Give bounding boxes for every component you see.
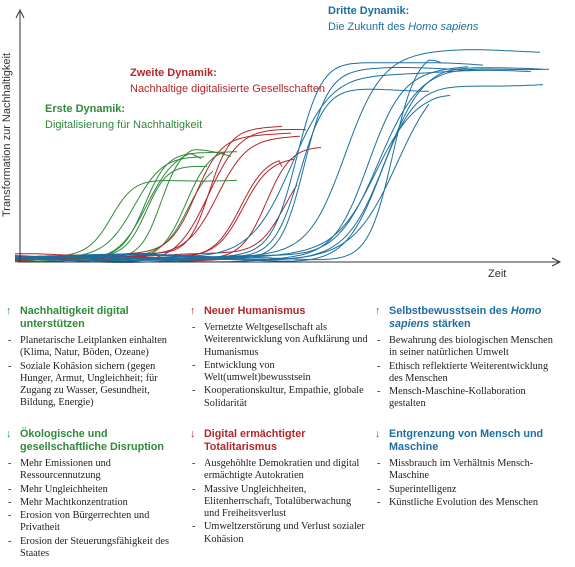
heading-text: Nachhaltigkeit digital unterstützen	[20, 305, 129, 330]
dynamic-title: Dritte Dynamik:	[328, 5, 409, 17]
arrow-icon: ↑	[375, 305, 381, 317]
curve	[14, 129, 307, 262]
curve	[15, 151, 238, 262]
arrow-icon: ↑	[190, 305, 196, 317]
curve	[14, 156, 204, 259]
heading-text: Neuer Humanismus	[204, 305, 306, 317]
arrow-icon: ↑	[6, 305, 12, 317]
list-item: Mehr Emissionen und Ressourcennutzung	[6, 458, 184, 483]
curve	[14, 135, 301, 259]
list-item: Soziale Kohäsion sichern (gegen Hunger, …	[6, 361, 184, 410]
section-heading: ↑ Nachhaltigkeit digital unterstützen	[6, 305, 184, 331]
curve	[14, 125, 283, 258]
section-heading: ↓ Entgrenzung von Mensch und Maschine	[375, 428, 553, 454]
list-item: Künstliche Evolution des Menschen	[375, 497, 553, 510]
positive-section: ↑ Nachhaltigkeit digital unterstützen Plan…	[6, 305, 184, 411]
heading-text: Ökologische und gesellschaftliche Disrup…	[20, 428, 164, 453]
section-heading: ↑ Selbstbewusstsein des Homo sapiens stär…	[375, 305, 553, 331]
dynamic-subtitle: Digitalisierung für Nachhaltigkeit	[45, 119, 202, 131]
dynamic-subtitle: Nachhaltige digitalisierte Gesellschafte…	[130, 83, 325, 95]
arrow-icon: ↓	[190, 428, 196, 440]
y-arrow	[15, 8, 25, 19]
negative-section: ↓ Digital ermächtigter Totalitarismus Ausg…	[190, 428, 368, 547]
list-item: Missbrauch im Verhältnis Mensch-Maschine	[375, 458, 553, 483]
list-item: Massive Ungleichheiten, Elitenherrschaft…	[190, 484, 368, 521]
negative-section: ↓ Entgrenzung von Mensch und Maschine Miss…	[375, 428, 553, 510]
list-item: Superintelligenz	[375, 484, 553, 497]
section-heading: ↑ Neuer Humanismus	[190, 305, 368, 318]
heading-text: Entgrenzung von Mensch und Maschine	[389, 428, 544, 453]
curves	[14, 49, 550, 263]
section-heading: ↓ Digital ermächtigter Totalitarismus	[190, 428, 368, 454]
curve	[14, 152, 226, 261]
curve	[14, 153, 202, 261]
list-item: Vernetzte Weltgesellschaft als Weiterent…	[190, 322, 368, 359]
list-item: Bewahrung des biologischen Menschen in s…	[375, 335, 553, 360]
y-axis-label: Transformation zur Nachhaltigkeit	[1, 53, 13, 217]
positive-section: ↑ Neuer Humanismus Vernetzte Weltgesellsch…	[190, 305, 368, 411]
list-item: Mensch-Maschine-Kollaboration gestalten	[375, 386, 553, 411]
curve	[14, 49, 541, 261]
curve	[14, 66, 469, 263]
arrow-icon: ↓	[375, 428, 381, 440]
curve	[14, 67, 475, 262]
list-item: Kooperationskultur, Empathie, globale So…	[190, 385, 368, 410]
heading-text: Homo sapiens	[389, 305, 542, 330]
list-item: Mehr Machtkonzentration	[6, 497, 184, 510]
list-item: Erosion von Bürgerrechten und Privatheit	[6, 510, 184, 535]
dynamic-title: Erste Dynamik:	[45, 103, 125, 115]
x-arrow	[551, 257, 562, 267]
curve	[14, 62, 484, 260]
x-axis-label: Zeit	[488, 268, 506, 280]
heading-text: Selbstbewusstsein des	[389, 305, 511, 317]
heading-text: Digital ermächtigter Totalitarismus	[204, 428, 306, 453]
list-item: Entwicklung von Welt(umwelt)bewusstsein	[190, 360, 368, 385]
list-item: Erosion der Steuerungsfähigkeit des Staa…	[6, 536, 184, 561]
list-item: Umweltzerstörung und Verlust sozialer Ko…	[190, 521, 368, 546]
section-heading: ↓ Ökologische und gesellschaftliche Disru…	[6, 428, 184, 454]
arrow-icon: ↓	[6, 428, 12, 440]
curve	[14, 68, 550, 260]
positive-section: ↑ Selbstbewusstsein des Homo sapiens stär…	[375, 305, 553, 412]
negative-section: ↓ Ökologische und gesellschaftliche Disru…	[6, 428, 184, 561]
list-item: Ethisch reflektierte Weiterentwicklung d…	[375, 361, 553, 386]
dynamic-subtitle: Die Zukunft des Homo sapiens	[328, 21, 479, 33]
curve	[15, 158, 295, 258]
diagram: Transformation zur Nachhaltigkeit Zeit E…	[1, 5, 562, 280]
heading-text: stärken	[429, 318, 471, 330]
dynamic-title: Zweite Dynamik:	[130, 67, 217, 79]
curve	[14, 103, 430, 261]
curve	[15, 184, 298, 258]
list-item: Ausgehöhlte Demokratien und digital ermä…	[190, 458, 368, 483]
list-item: Mehr Ungleichheiten	[6, 484, 184, 497]
list-item: Planetarische Leitplanken einhalten (Kli…	[6, 335, 184, 360]
curve	[14, 170, 214, 259]
